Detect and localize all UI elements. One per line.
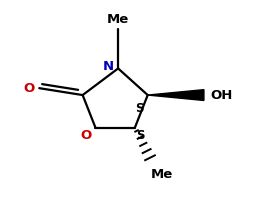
Text: S: S <box>136 129 145 142</box>
Text: O: O <box>24 82 35 95</box>
Text: Me: Me <box>150 168 172 181</box>
Text: Me: Me <box>107 13 129 26</box>
Text: N: N <box>102 60 113 73</box>
Text: O: O <box>80 129 91 142</box>
Polygon shape <box>147 90 203 100</box>
Text: S: S <box>135 102 144 115</box>
Text: OH: OH <box>210 89 232 101</box>
